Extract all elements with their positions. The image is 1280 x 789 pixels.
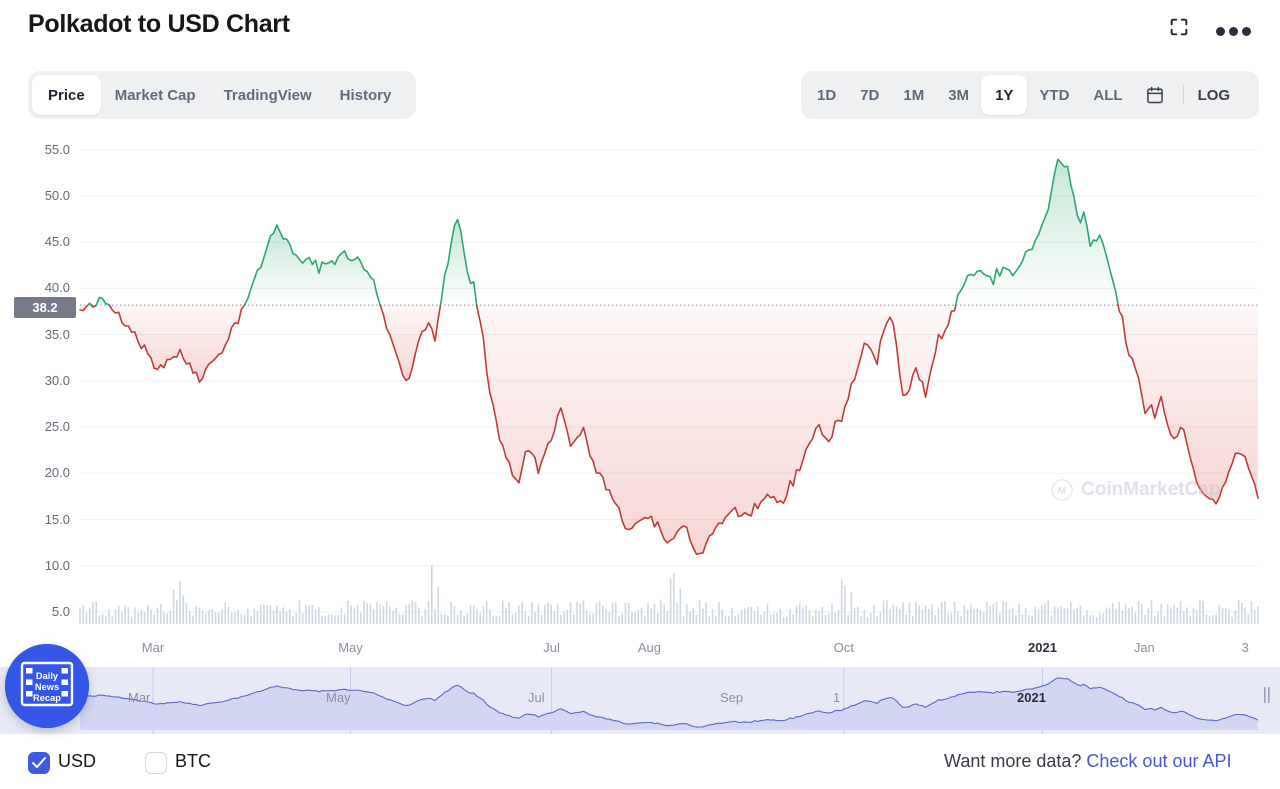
svg-text:M: M xyxy=(1058,486,1066,497)
svg-text:Daily: Daily xyxy=(36,671,59,681)
svg-text:News: News xyxy=(35,682,59,692)
svg-text:Recap: Recap xyxy=(33,693,61,703)
